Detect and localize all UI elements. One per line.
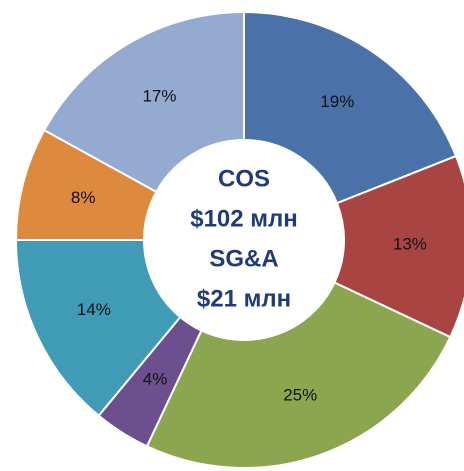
donut-segment bbox=[14, 239, 182, 418]
data-label: 13% bbox=[393, 235, 427, 254]
center-text: $21 млн bbox=[197, 285, 291, 312]
donut-segment bbox=[333, 154, 464, 339]
donut-segment bbox=[42, 10, 245, 194]
center-text: COS bbox=[218, 165, 270, 192]
data-label: 19% bbox=[320, 92, 354, 111]
data-label: 4% bbox=[143, 370, 168, 389]
data-label: 8% bbox=[71, 188, 96, 207]
data-label: 14% bbox=[77, 300, 111, 319]
center-text: SG&A bbox=[209, 245, 278, 272]
donut-segment bbox=[243, 10, 458, 205]
donut-segment bbox=[145, 281, 452, 469]
data-label: 17% bbox=[142, 87, 176, 106]
data-label: 25% bbox=[283, 386, 317, 405]
center-text: $102 млн bbox=[190, 205, 298, 232]
